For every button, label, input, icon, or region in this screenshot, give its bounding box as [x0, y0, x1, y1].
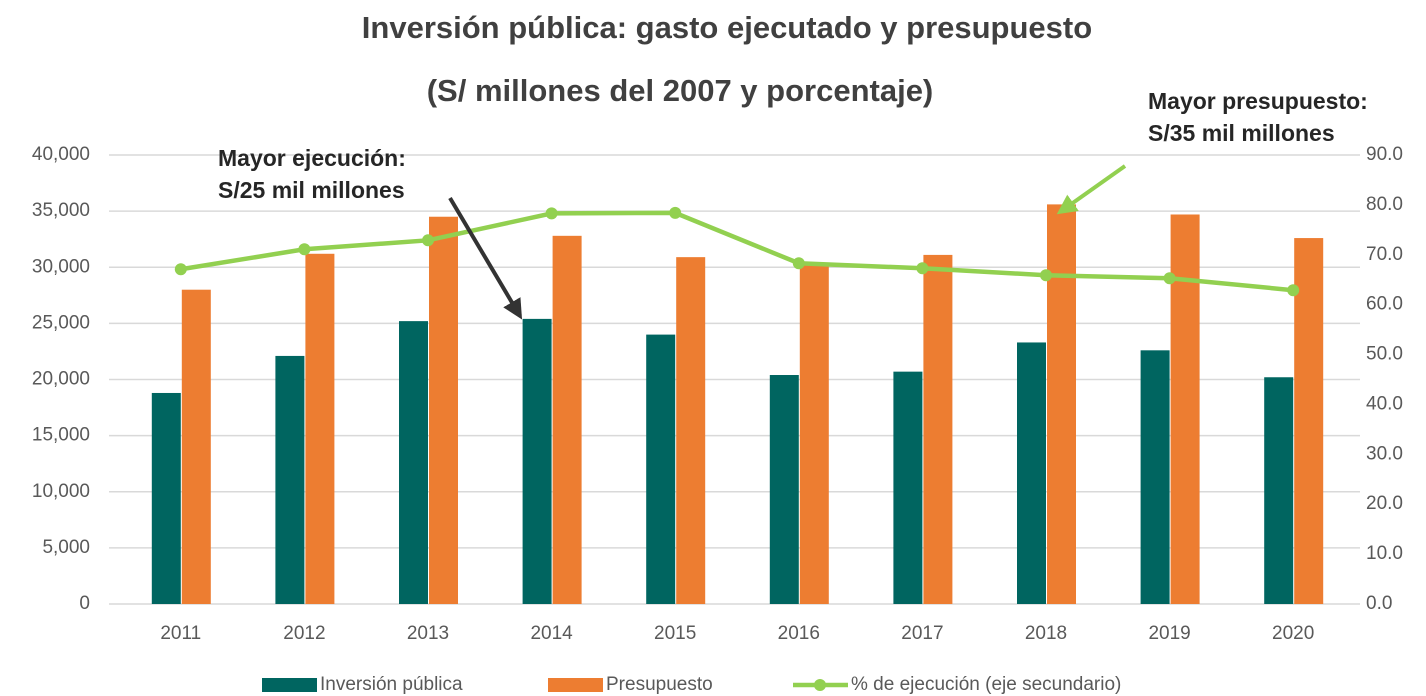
x-tick-label: 2013 [407, 623, 449, 644]
x-tick-label: 2014 [530, 623, 573, 644]
x-tick-label: 2016 [778, 623, 820, 644]
annotation-arrow [1056, 164, 1127, 215]
y-tick-label: 15,000 [32, 425, 90, 446]
legend-label: % de ejecución (eje secundario) [851, 674, 1121, 695]
y2-tick-label: 0.0 [1366, 593, 1392, 614]
line-point [174, 263, 187, 276]
y-tick-label: 20,000 [32, 369, 90, 390]
legend-swatch [814, 679, 826, 691]
line-point [1287, 284, 1300, 297]
y2-tick-label: 40.0 [1366, 393, 1403, 414]
legend-swatch [262, 678, 317, 692]
y-tick-label: 5,000 [42, 537, 90, 558]
annotation-arrow [448, 196, 523, 320]
y-tick-label: 30,000 [32, 256, 90, 277]
y-tick-label: 40,000 [32, 144, 90, 165]
line-point [916, 262, 929, 275]
bar [275, 355, 305, 604]
x-tick-label: 2011 [160, 623, 201, 644]
line-point [792, 257, 805, 270]
legend-label: Presupuesto [606, 674, 713, 695]
bar [799, 262, 829, 604]
x-tick-label: 2012 [283, 623, 325, 644]
y2-tick-label: 50.0 [1366, 344, 1403, 365]
y2-tick-label: 60.0 [1366, 294, 1403, 315]
bar [923, 254, 953, 604]
annotation: Mayor presupuesto: [1148, 88, 1368, 114]
x-tick-label: 2015 [654, 623, 696, 644]
line-point [1040, 269, 1052, 282]
legend-swatch [548, 678, 603, 692]
bar [181, 289, 211, 604]
y2-tick-label: 80.0 [1366, 194, 1403, 215]
bar [1264, 377, 1294, 604]
x-tick-label: 2020 [1272, 623, 1314, 644]
bar [151, 392, 181, 604]
bar [1294, 238, 1324, 604]
y2-tick-label: 70.0 [1366, 244, 1403, 265]
y-tick-label: 0 [79, 593, 90, 614]
bar [676, 257, 706, 604]
annotation: S/25 mil millones [218, 177, 405, 203]
line [180, 210, 1294, 293]
bar [646, 334, 676, 604]
line-point [669, 206, 682, 219]
bar [429, 216, 458, 605]
legend-label: Inversión pública [320, 674, 463, 695]
y-tick-label: 25,000 [32, 312, 90, 333]
chart-subtitle: (S/ millones del 2007 y porcentaje) [427, 73, 934, 108]
x-tick-label: 2017 [901, 623, 943, 644]
line-point [545, 207, 558, 220]
chart-title: Inversión pública: gasto ejecutado y pre… [362, 10, 1092, 45]
bar [1047, 204, 1076, 604]
y2-tick-label: 20.0 [1366, 493, 1403, 514]
y2-tick-label: 90.0 [1366, 144, 1403, 165]
bar [1170, 214, 1200, 604]
line-point [1163, 272, 1176, 285]
bar [1017, 342, 1046, 604]
y2-tick-label: 10.0 [1366, 543, 1403, 564]
line-point [422, 234, 434, 247]
bar [893, 371, 923, 604]
annotation: S/35 mil millones [1148, 120, 1335, 146]
x-tick-label: 2018 [1025, 623, 1067, 644]
bar [552, 235, 582, 604]
bar [1140, 350, 1170, 604]
bar [769, 375, 799, 604]
line-point [298, 243, 311, 256]
y-tick-label: 35,000 [32, 200, 90, 221]
y2-tick-label: 30.0 [1366, 443, 1403, 464]
annotation: Mayor ejecución: [218, 145, 406, 171]
bar [305, 253, 335, 604]
x-tick-label: 2019 [1148, 623, 1190, 644]
bar [399, 321, 428, 604]
bar [522, 318, 552, 604]
y-tick-label: 10,000 [32, 481, 90, 502]
